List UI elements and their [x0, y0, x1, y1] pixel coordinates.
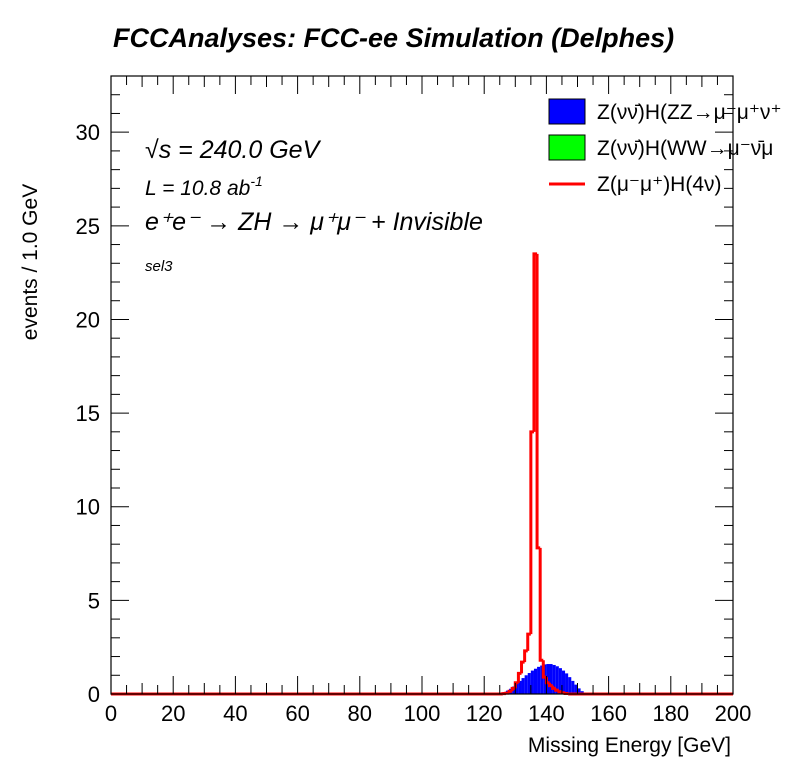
bar-0-bin-14: [540, 665, 544, 694]
line-step-2-bin-7: [523, 649, 528, 663]
luminosity-exponent: -1: [250, 173, 262, 189]
bar-0-bin-24: [571, 680, 575, 694]
axis-layer: 0 20 40 60 80 100 120 140 160 180 200 0 5 10 15 20 25 30: [76, 75, 752, 726]
luminosity-label: L = 10.8 ab-1: [145, 173, 263, 200]
bar-0-bin-12: [533, 668, 538, 694]
legend-label-1: Z(νν̄)H(WW→μ⁻ν̄μ: [597, 137, 773, 160]
bar-0-bin-9: [524, 675, 528, 694]
y-axis-label: events / 1.0 GeV: [19, 184, 42, 340]
y-tick-label-0: 0: [88, 682, 100, 707]
bar-0-bin-13: [537, 666, 541, 694]
sqrt-s-value: = 240.0 GeV: [171, 136, 321, 164]
y-tick-label-30: 30: [76, 120, 100, 145]
x-tick-label-160: 160: [590, 701, 627, 726]
legend-swatch-0: [548, 98, 586, 125]
y-tick-label-25: 25: [76, 214, 100, 239]
legend-label-0: Z(νν̄)H(ZZ→μ⁻μ⁺ν⁺: [597, 101, 782, 124]
line-step-2-bin-10: [532, 252, 538, 432]
x-tick-label-200: 200: [715, 701, 752, 726]
line-step-2-bin-13: [541, 660, 547, 679]
line-step-2-bin-12: [538, 547, 544, 662]
x-tick-label-0: 0: [105, 701, 117, 726]
line-step-2-bin-11: [535, 253, 541, 550]
bar-0-bin-26: [577, 688, 581, 694]
bar-0-bin-5: [512, 686, 516, 694]
y-tick-label-20: 20: [76, 307, 100, 332]
y-tick-label-5: 5: [88, 588, 100, 613]
bar-0-bin-25: [574, 684, 578, 694]
bar-0-bin-21: [561, 670, 566, 694]
x-tick-label-20: 20: [161, 701, 185, 726]
x-tick-label-100: 100: [404, 701, 441, 726]
line-step-2-bin-9: [529, 430, 534, 635]
bar-0-bin-6: [515, 683, 519, 694]
bar-0-bin-15: [543, 664, 547, 694]
process-label: e⁺e⁻ → ZH → μ⁺μ⁻ + Invisible: [145, 208, 483, 236]
line-step-2-bin-20: [563, 691, 569, 695]
histogram-layer: [111, 252, 733, 696]
line-step-2-bin-6: [520, 660, 525, 674]
plot-frame: [110, 75, 734, 695]
luminosity-base: L = 10.8 ab: [145, 177, 251, 200]
legend-label-2: Z(μ⁻μ⁺)H(4ν): [597, 173, 722, 196]
bar-0-bin-19: [555, 666, 559, 694]
x-tick-label-60: 60: [285, 701, 309, 726]
sqrt-s-label: √s = 240.0 GeV: [145, 136, 322, 164]
selection-label: sel3: [145, 258, 173, 275]
x-tick-label-140: 140: [528, 701, 565, 726]
chart-title: FCCAnalyses: FCC-ee Simulation (Delphes): [113, 23, 674, 53]
bar-0-bin-16: [546, 664, 550, 694]
bar-0-bin-17: [549, 664, 553, 694]
bar-0-bin-18: [552, 664, 556, 694]
x-tick-label-40: 40: [223, 701, 247, 726]
y-tick-label-10: 10: [76, 495, 100, 520]
line-step-2-bin-8: [526, 632, 531, 651]
x-tick-label-120: 120: [466, 701, 503, 726]
legend: Z(νν̄)H(ZZ→μ⁻μ⁺ν⁺ Z(νν̄)H(WW→μ⁻ν̄μ Z(μ⁻μ⁺)…: [548, 98, 782, 196]
bar-0-bin-20: [558, 668, 562, 694]
sqrt-s-symbol: √s: [145, 136, 171, 164]
bar-0-bin-11: [530, 670, 534, 694]
x-tick-label-180: 180: [652, 701, 689, 726]
line-step-2-bin-3: [510, 686, 516, 692]
line-step-2-bin-2: [507, 689, 513, 694]
legend-swatch-1: [548, 134, 586, 161]
bar-0-bin-10: [527, 673, 531, 694]
y-tick-label-15: 15: [76, 401, 100, 426]
x-axis-label: Missing Energy [GeV]: [528, 734, 731, 757]
bar-0-bin-8: [521, 678, 525, 694]
bar-0-bin-22: [565, 673, 569, 694]
bar-0-bin-7: [518, 680, 522, 694]
x-tick-label-80: 80: [348, 701, 372, 726]
bar-0-bin-23: [568, 677, 572, 694]
